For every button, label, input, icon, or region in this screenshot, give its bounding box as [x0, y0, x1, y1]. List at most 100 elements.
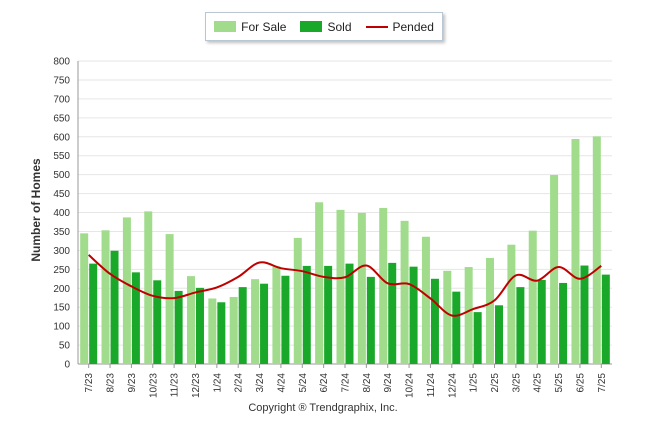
bar-for-sale	[528, 230, 537, 364]
bar-sold	[195, 287, 204, 364]
x-tick-label: 6/24	[319, 373, 330, 393]
bar-sold	[580, 265, 589, 364]
legend-item-sold: Sold	[300, 19, 352, 34]
x-tick-label: 2/24	[234, 373, 245, 393]
bar-sold	[473, 312, 482, 364]
bar-sold	[601, 274, 610, 364]
bar-for-sale	[571, 139, 580, 364]
x-tick-label: 8/23	[106, 373, 117, 393]
x-tick-label: 10/23	[148, 373, 159, 398]
bar-for-sale	[315, 202, 324, 364]
bar-sold	[302, 265, 311, 364]
bar-for-sale	[80, 233, 89, 364]
copyright-footer: Copyright ® Trendgraphix, Inc.	[248, 402, 398, 414]
line-pended	[88, 254, 602, 317]
bar-for-sale	[507, 244, 516, 364]
bar-sold	[495, 305, 504, 364]
bar-for-sale	[101, 230, 110, 364]
bar-sold	[89, 263, 98, 364]
bar-for-sale	[379, 207, 388, 364]
x-tick-label: 11/24	[426, 373, 437, 398]
y-tick-label: 150	[53, 303, 70, 314]
bar-for-sale	[186, 276, 195, 364]
x-tick-label: 1/24	[212, 373, 223, 393]
legend-swatch-pended	[365, 25, 388, 28]
y-tick-label: 700	[53, 94, 70, 105]
x-tick-label: 8/24	[362, 373, 373, 393]
bar-sold	[388, 262, 397, 364]
bar-for-sale	[357, 212, 366, 364]
legend: For Sale Sold Pended	[205, 12, 443, 41]
bar-sold	[153, 280, 162, 364]
x-tick-label: 6/25	[575, 373, 586, 393]
x-tick-label: 9/23	[127, 373, 138, 393]
bar-for-sale	[208, 298, 217, 364]
y-tick-label: 800	[53, 57, 70, 68]
y-tick-label: 300	[53, 246, 70, 257]
bar-for-sale	[144, 211, 153, 364]
y-axis-label: Number of Homes	[29, 158, 43, 262]
bar-sold	[452, 291, 461, 364]
legend-swatch-for-sale	[214, 21, 237, 32]
bar-for-sale	[486, 257, 495, 364]
bar-sold	[238, 287, 247, 364]
bar-for-sale	[229, 296, 238, 364]
x-tick-label: 7/24	[341, 373, 352, 393]
bar-for-sale	[400, 220, 409, 364]
bar-sold	[559, 282, 568, 364]
bar-for-sale	[464, 267, 473, 364]
y-tick-label: 600	[53, 132, 70, 143]
y-tick-label: 400	[53, 208, 70, 219]
x-tick-label: 7/25	[597, 373, 608, 393]
bar-for-sale	[122, 217, 131, 364]
legend-item-pended: Pended	[365, 19, 434, 34]
x-tick-label: 11/23	[170, 373, 181, 398]
x-tick-label: 1/25	[469, 373, 480, 393]
bar-for-sale	[443, 270, 452, 364]
bar-for-sale	[336, 209, 345, 364]
bar-sold	[324, 265, 333, 364]
y-tick-label: 50	[59, 341, 71, 352]
y-tick-label: 450	[53, 189, 70, 200]
bar-sold	[260, 283, 269, 364]
bar-sold	[366, 276, 375, 364]
x-tick-label: 3/24	[255, 373, 266, 393]
y-tick-label: 550	[53, 151, 70, 162]
bar-sold	[516, 287, 525, 364]
y-tick-label: 500	[53, 170, 70, 181]
bar-for-sale	[293, 237, 302, 364]
x-tick-label: 2/25	[490, 373, 501, 393]
y-tick-label: 200	[53, 284, 70, 295]
bar-sold	[217, 302, 226, 364]
x-tick-label: 5/24	[298, 373, 309, 393]
x-tick-label: 3/25	[511, 373, 522, 393]
x-tick-label: 4/24	[276, 373, 287, 393]
bar-sold	[345, 263, 354, 364]
bar-sold	[110, 250, 119, 364]
legend-label-for-sale: For Sale	[241, 19, 287, 34]
x-tick-label: 4/25	[533, 373, 544, 393]
x-tick-label: 10/24	[405, 373, 416, 398]
bar-for-sale	[592, 136, 601, 364]
legend-swatch-sold	[300, 21, 323, 32]
x-tick-label: 12/23	[191, 373, 202, 398]
bar-sold	[430, 278, 439, 364]
legend-item-for-sale: For Sale	[214, 20, 286, 34]
bar-for-sale	[272, 266, 281, 364]
y-tick-label: 350	[53, 227, 70, 238]
y-tick-label: 100	[53, 322, 70, 333]
y-tick-label: 750	[53, 75, 70, 86]
x-tick-label: 5/25	[554, 373, 565, 393]
bar-for-sale	[251, 279, 260, 364]
y-tick-label: 650	[53, 113, 70, 124]
legend-label-sold: Sold	[327, 19, 352, 34]
bar-sold	[131, 272, 140, 364]
y-tick-label: 250	[53, 265, 70, 276]
bar-sold	[281, 275, 290, 364]
legend-label-pended: Pended	[392, 19, 434, 34]
bar-sold	[174, 290, 183, 364]
bar-for-sale	[421, 236, 430, 364]
x-tick-label: 12/24	[447, 373, 458, 398]
x-tick-label: 7/23	[84, 373, 95, 393]
